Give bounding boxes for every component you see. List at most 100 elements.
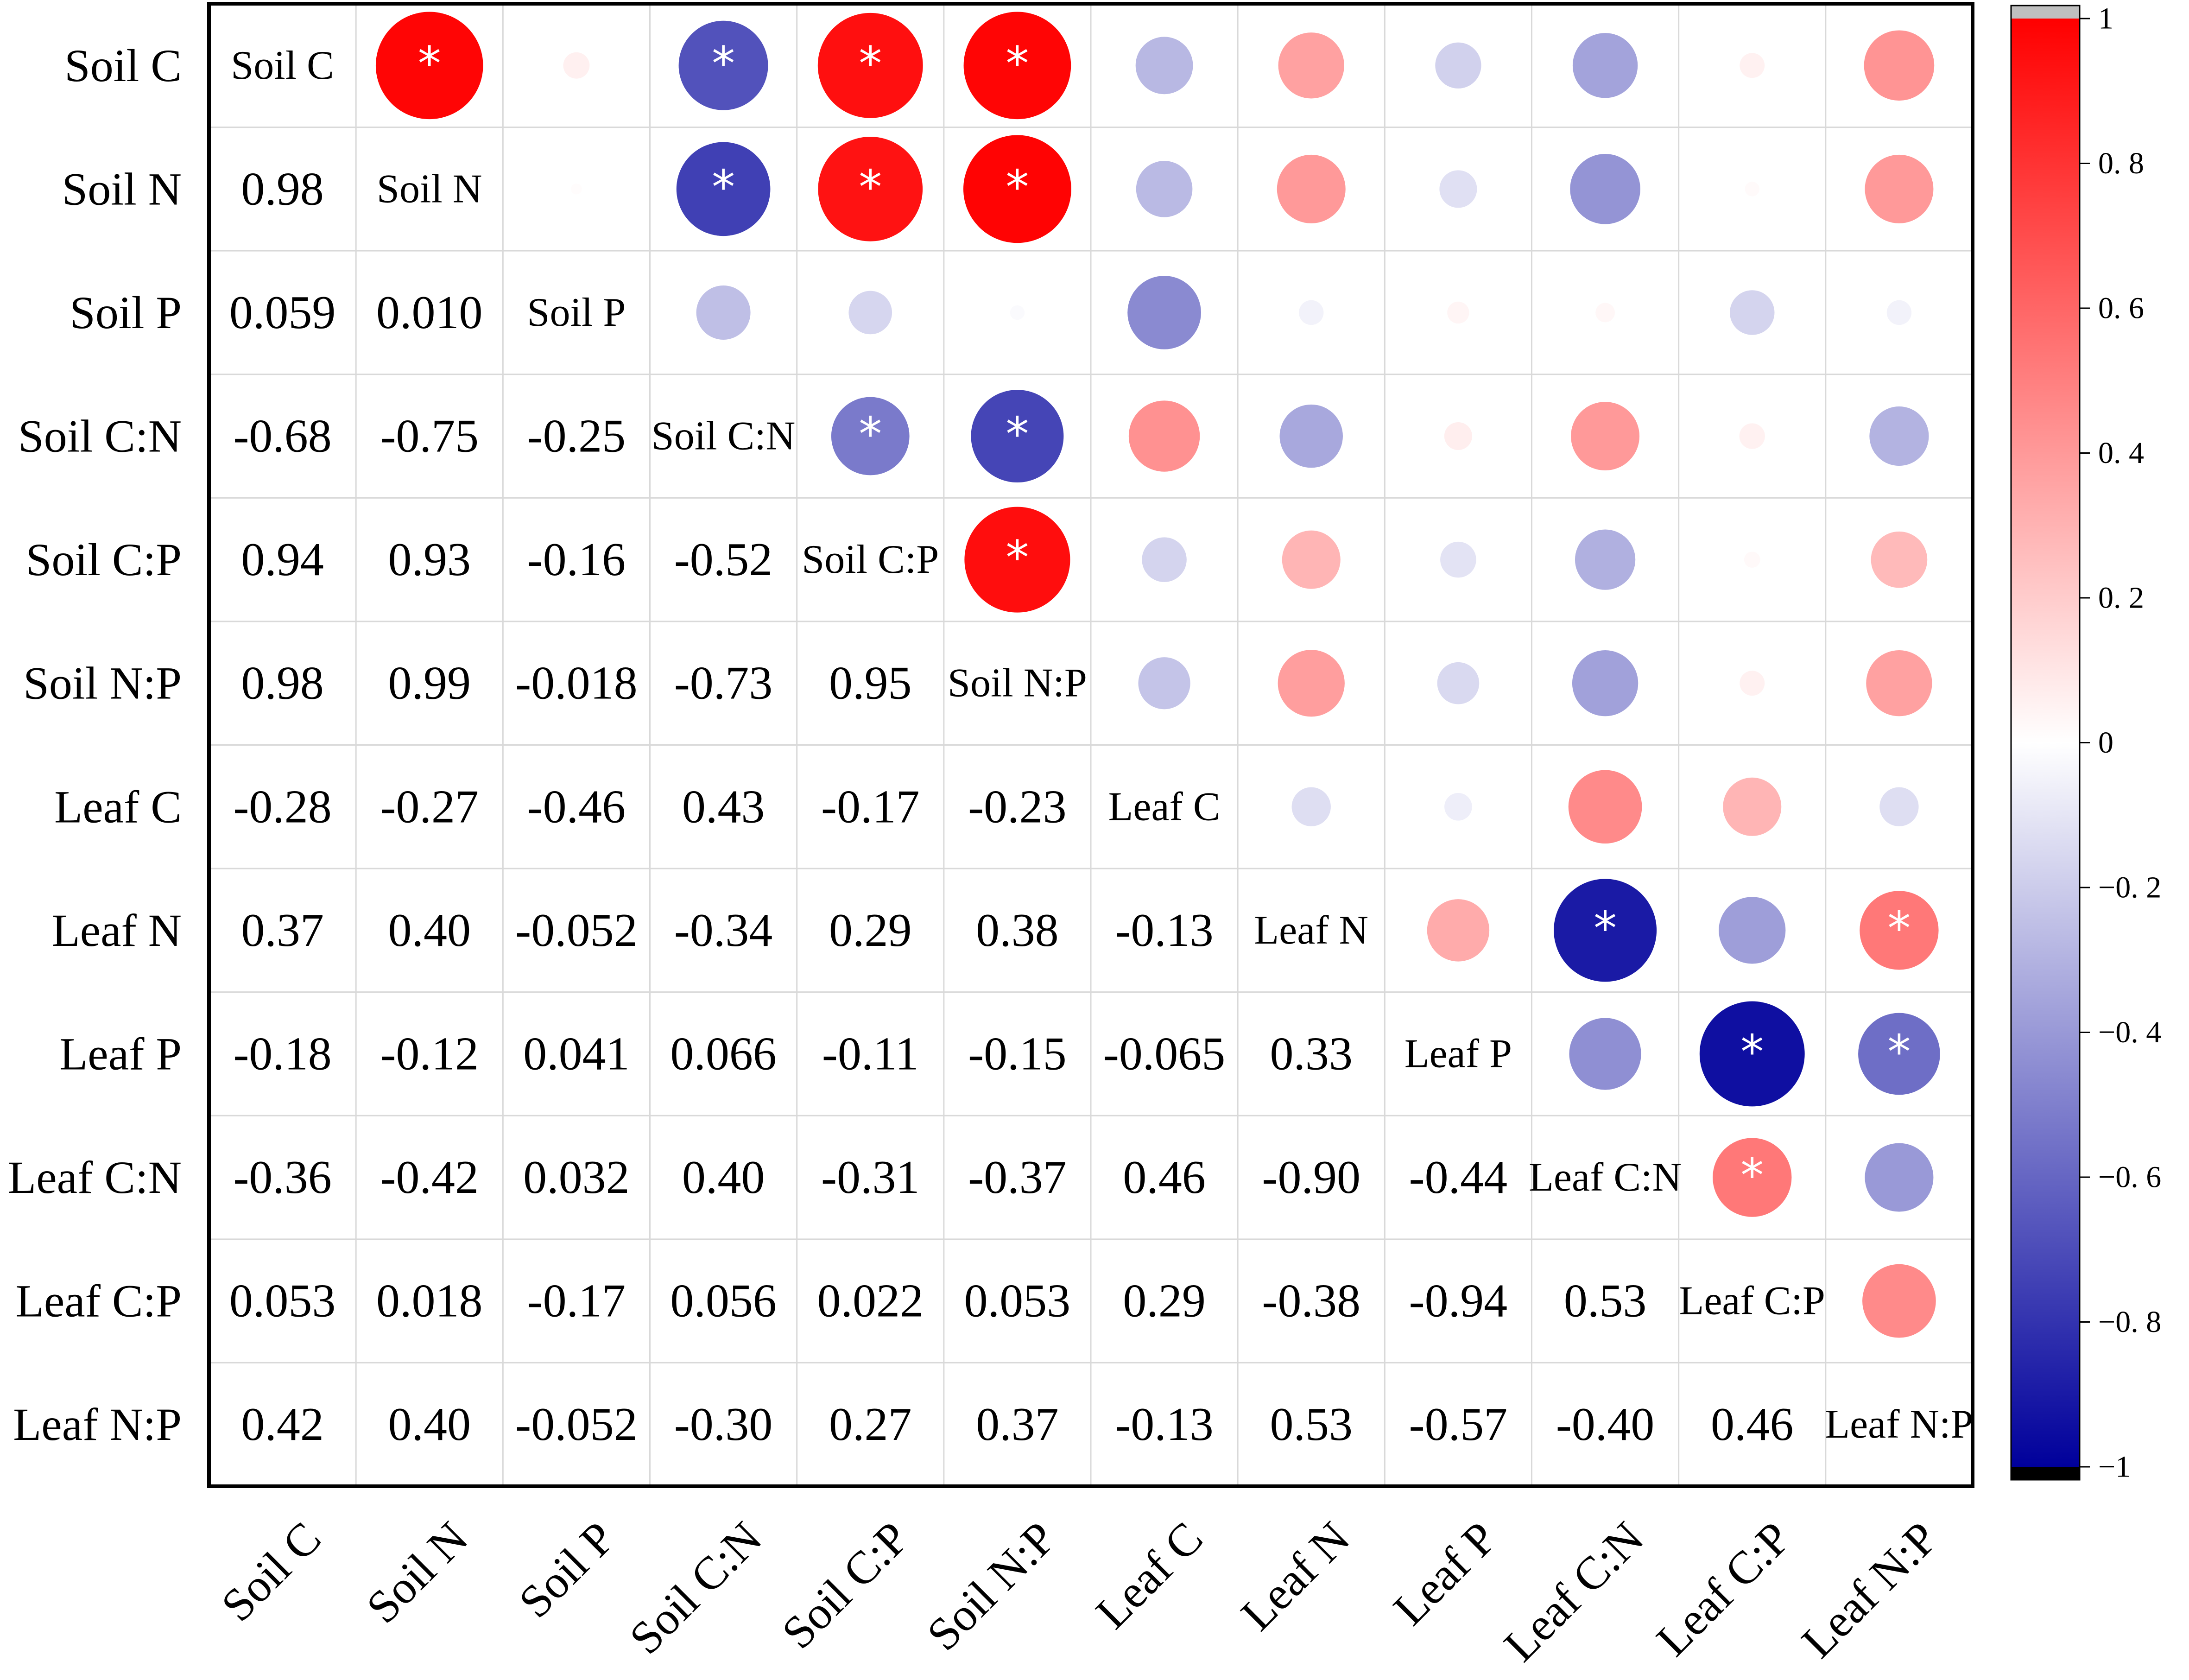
significance-star: * xyxy=(859,36,882,90)
row-label-leaf-c-n: Leaf C:N xyxy=(8,1152,182,1203)
column-label-leaf-p: Leaf P xyxy=(1384,1512,1506,1635)
correlation-circle xyxy=(1866,650,1932,716)
value-label: -0.57 xyxy=(1409,1398,1507,1451)
diagonal-label-leaf-p: Leaf P xyxy=(1405,1031,1512,1076)
correlation-circle xyxy=(1444,792,1472,821)
column-label-soil-c: Soil C xyxy=(211,1512,330,1631)
correlation-circle xyxy=(1740,53,1765,78)
correlation-circle xyxy=(1569,1018,1641,1090)
value-label: -0.18 xyxy=(233,1027,331,1080)
value-label: 0.46 xyxy=(1123,1151,1206,1204)
significance-star: * xyxy=(1006,36,1029,90)
correlation-circle xyxy=(1278,650,1345,717)
grid-lines xyxy=(209,4,1973,1486)
value-label: -0.018 xyxy=(515,657,637,710)
value-label: 0.032 xyxy=(523,1151,630,1204)
value-label: 0.43 xyxy=(682,780,765,833)
colorbar-tick-label: −0. 2 xyxy=(2098,871,2161,905)
value-label: -0.11 xyxy=(822,1027,919,1080)
correlation-circle xyxy=(1444,422,1472,450)
value-label: -0.44 xyxy=(1409,1151,1507,1204)
row-label-leaf-p: Leaf P xyxy=(59,1028,182,1079)
correlation-circle xyxy=(1739,423,1765,449)
row-label-leaf-c-p: Leaf C:P xyxy=(16,1275,182,1327)
correlation-circle xyxy=(1744,552,1760,568)
value-label: 0.40 xyxy=(388,904,471,957)
correlation-circle xyxy=(1575,529,1636,590)
value-label: 0.056 xyxy=(670,1275,777,1327)
value-label: 0.98 xyxy=(241,657,324,710)
correlation-circle xyxy=(1879,787,1919,826)
value-label: -0.34 xyxy=(674,904,772,957)
correlation-circle xyxy=(1869,406,1929,466)
value-label: 0.95 xyxy=(829,657,912,710)
value-label: 0.053 xyxy=(229,1275,336,1327)
column-label-leaf-n: Leaf N xyxy=(1231,1512,1360,1640)
value-label: 0.022 xyxy=(817,1275,924,1327)
significance-star: * xyxy=(1887,1025,1911,1079)
column-label-leaf-c-n: Leaf C:N xyxy=(1494,1512,1653,1671)
value-label: -0.27 xyxy=(380,780,479,833)
value-label: 0.33 xyxy=(1270,1027,1353,1080)
correlation-circle xyxy=(1447,301,1469,324)
correlation-circle xyxy=(678,20,768,110)
significance-star: * xyxy=(1006,160,1029,214)
significance-star: * xyxy=(1006,531,1029,585)
correlation-circle xyxy=(1871,531,1928,588)
diagonal-label-leaf-n: Leaf N xyxy=(1254,908,1368,953)
value-label: -0.28 xyxy=(233,780,331,833)
row-label-soil-c: Soil C xyxy=(64,40,182,91)
colorbar: 1 0. 8 0. 6 0. 4 0. 2 0 −0. 2 −0. 4 −0. 6 −0. 8 −1 xyxy=(2010,2,2161,1484)
correlation-circle xyxy=(1858,1013,1940,1095)
value-label: -0.46 xyxy=(527,780,626,833)
value-label: -0.90 xyxy=(1262,1151,1360,1204)
correlation-circle xyxy=(1136,161,1193,217)
correlation-circle xyxy=(1719,897,1786,964)
value-label: 0.010 xyxy=(376,286,483,339)
correlation-circle xyxy=(1568,770,1642,844)
correlation-circle xyxy=(1427,899,1490,962)
value-label: -0.31 xyxy=(821,1151,919,1204)
correlation-circle xyxy=(1010,305,1025,320)
value-label: 0.37 xyxy=(241,904,324,957)
plot-frame xyxy=(207,2,1974,1488)
value-label: 0.99 xyxy=(388,657,471,710)
value-label: 0.018 xyxy=(376,1275,483,1327)
correlation-circle xyxy=(963,12,1071,120)
row-label-soil-n: Soil N xyxy=(62,163,182,215)
row-labels: Soil C Soil N Soil P Soil C:N Soil C:P Soil N… xyxy=(8,40,182,1450)
diagonal-label-leaf-c-n: Leaf C:N xyxy=(1529,1155,1682,1200)
correlation-circle xyxy=(1127,276,1201,349)
correlation-circle xyxy=(1740,671,1765,696)
value-label: 0.40 xyxy=(682,1151,765,1204)
correlation-circle xyxy=(818,137,923,241)
value-label: -0.75 xyxy=(380,410,479,463)
correlation-circle xyxy=(375,12,483,120)
value-label: -0.23 xyxy=(968,780,1066,833)
colorbar-gradient xyxy=(2011,19,2080,1467)
correlation-circle xyxy=(1138,657,1190,710)
significance-star: * xyxy=(712,36,735,90)
column-label-soil-n: Soil N xyxy=(357,1512,478,1633)
diagonal-label-soil-c-n: Soil C:N xyxy=(652,414,796,459)
value-label: 0.40 xyxy=(388,1398,471,1451)
correlation-circle xyxy=(1864,30,1935,101)
value-label: 0.29 xyxy=(829,904,912,957)
diagonal-label-soil-c: Soil C xyxy=(231,43,334,88)
value-label: 0.98 xyxy=(241,163,324,215)
correlation-circle xyxy=(1278,32,1344,99)
diagonal-label-soil-n: Soil N xyxy=(377,166,482,211)
colorbar-tick-label: −0. 8 xyxy=(2098,1305,2161,1339)
colorbar-under-cap xyxy=(2011,1467,2080,1480)
correlation-circle xyxy=(1745,182,1759,197)
column-label-leaf-c-p: Leaf C:P xyxy=(1646,1512,1800,1666)
significance-star: * xyxy=(1887,901,1911,955)
value-label: -0.16 xyxy=(527,533,626,586)
column-label-soil-c-n: Soil C:N xyxy=(620,1512,772,1664)
diagonal-label-leaf-c: Leaf C xyxy=(1108,784,1221,829)
correlation-circle xyxy=(1572,650,1639,716)
value-label: -0.17 xyxy=(821,780,919,833)
row-label-soil-c-p: Soil C:P xyxy=(26,534,182,585)
